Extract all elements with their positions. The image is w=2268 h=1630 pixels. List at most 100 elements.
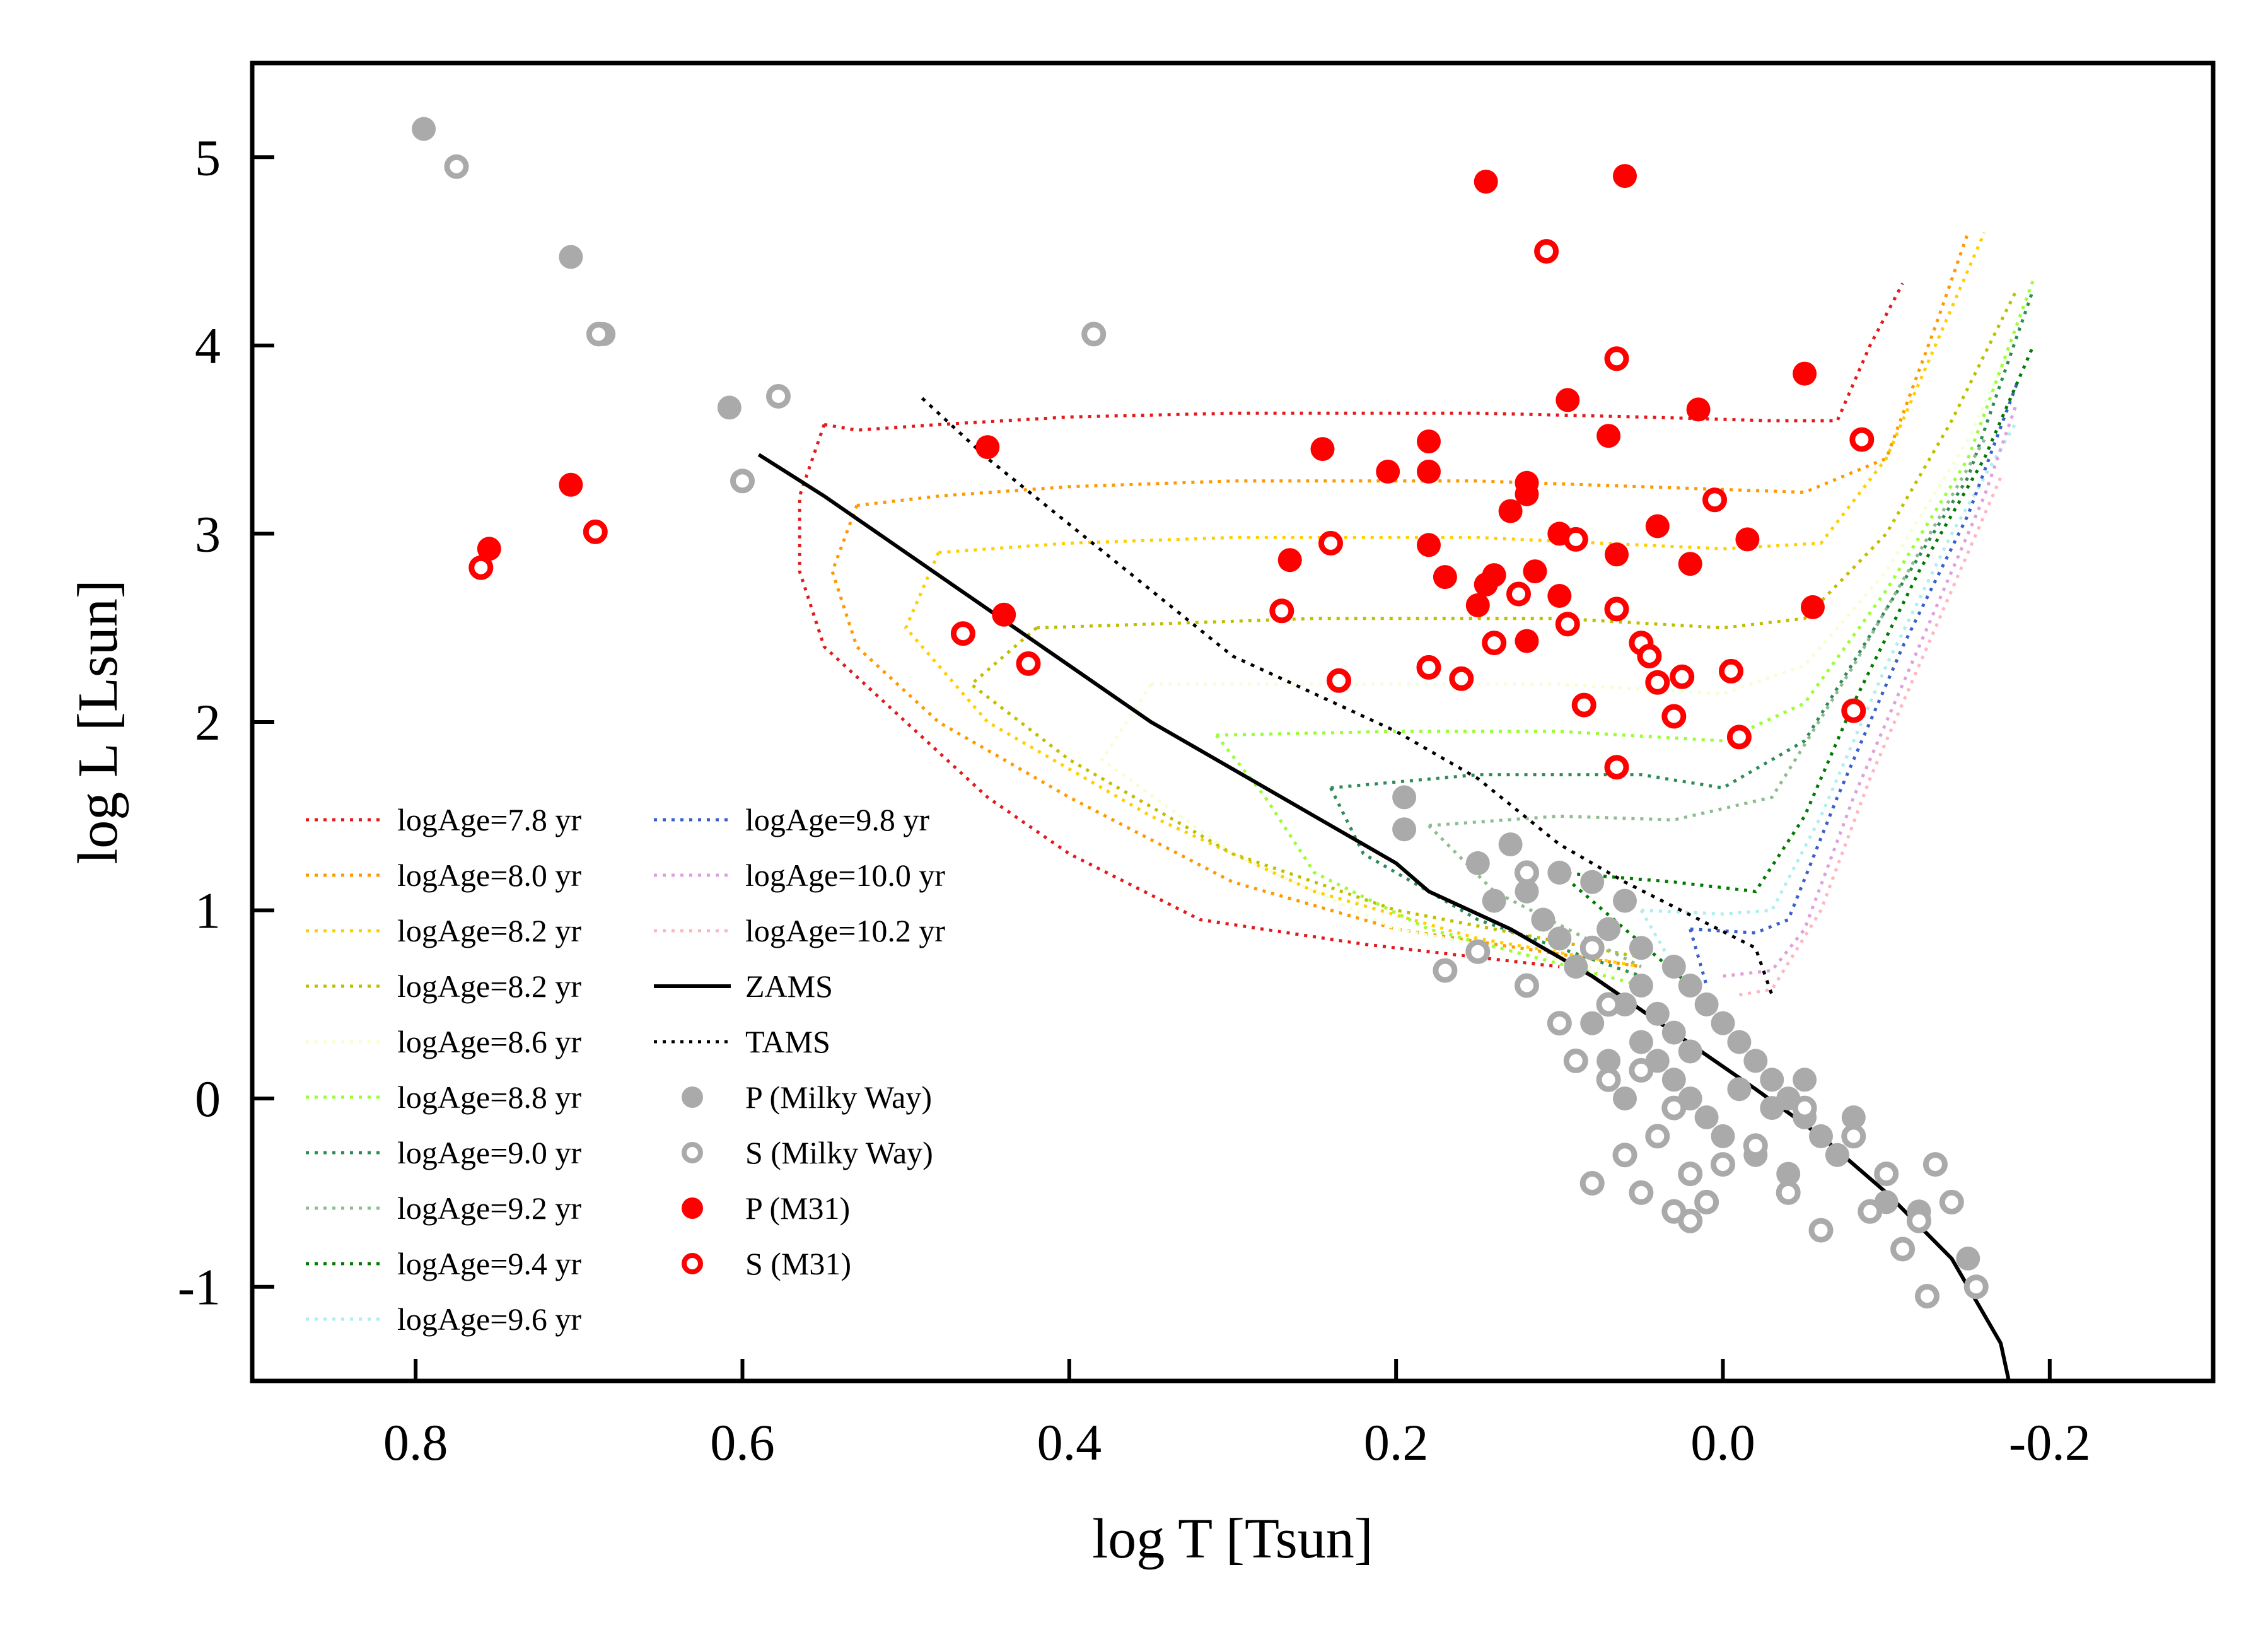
point-2-30 [1515, 629, 1539, 653]
point-0-19 [1760, 1068, 1784, 1092]
legend-entry-b8: S (M31) [682, 1246, 851, 1281]
point-2-19 [1547, 584, 1572, 608]
point-1-11 [1612, 1143, 1637, 1168]
point-0-28 [1711, 1124, 1735, 1148]
point-0-7 [1515, 879, 1539, 904]
legend-label: logAge=7.8 yr [397, 802, 581, 837]
point-2-28 [1793, 361, 1817, 386]
point-0-10 [1613, 888, 1637, 913]
isochrone-lower-2 [904, 552, 1642, 969]
point-0-34 [1727, 1077, 1752, 1102]
legend-label: logAge=10.0 yr [745, 858, 945, 893]
legend-entry-b6: S (Milky Way) [682, 1135, 933, 1170]
y-tick-label: 5 [195, 129, 221, 186]
point-0-40 [1580, 1011, 1605, 1035]
x-tick-label: 0.4 [1037, 1414, 1102, 1471]
point-0-51 [1531, 907, 1556, 932]
y-tick-label: 2 [195, 694, 221, 751]
point-2-18 [1523, 559, 1547, 584]
legend-swatch [682, 1197, 703, 1219]
point-1-35 [1792, 1095, 1817, 1121]
point-0-32 [1661, 1020, 1686, 1045]
point-0-12 [1629, 936, 1653, 960]
legend-entry-b2: logAge=10.2 yr [654, 913, 945, 948]
point-0-27 [1694, 1105, 1719, 1129]
point-1-34 [1661, 1095, 1687, 1121]
point-0-30 [1629, 974, 1653, 998]
point-3-2 [468, 555, 494, 580]
point-0-33 [1678, 1039, 1702, 1064]
point-1-32 [1596, 992, 1621, 1017]
point-2-7 [1376, 459, 1400, 484]
legend-label: logAge=9.0 yr [397, 1135, 581, 1170]
y-tick-label: 3 [195, 505, 221, 562]
x-tick-label: 0.0 [1690, 1414, 1755, 1471]
isochrone-line-4 [1151, 298, 2035, 696]
legend-entry-a6: logAge=9.0 yr [306, 1135, 581, 1170]
point-1-22 [1874, 1161, 1899, 1187]
point-1-29 [1858, 1199, 1883, 1224]
point-1-10 [1596, 1067, 1621, 1092]
legend-swatch [682, 1253, 703, 1274]
point-3-26 [1849, 427, 1875, 452]
point-3-24 [1702, 487, 1727, 513]
point-2-11 [1417, 533, 1441, 557]
point-1-33 [1629, 1057, 1654, 1083]
point-0-15 [1694, 992, 1719, 1016]
point-0-36 [1793, 1068, 1817, 1092]
point-2-2 [477, 537, 501, 561]
point-1-23 [1907, 1208, 1931, 1233]
point-3-19 [1637, 644, 1662, 668]
point-1-30 [1563, 1048, 1588, 1073]
point-0-0 [412, 117, 436, 141]
isochrone-lower-3 [968, 626, 1642, 959]
point-1-1 [586, 322, 611, 347]
point-1-24 [1922, 1152, 1948, 1177]
legend-label: logAge=8.0 yr [397, 858, 581, 893]
point-1-17 [1711, 1152, 1735, 1177]
point-3-4 [950, 621, 975, 646]
legend-entry-b4: TAMS [654, 1024, 830, 1059]
point-0-42 [1547, 926, 1572, 951]
point-2-24 [1645, 514, 1670, 538]
legend-label: logAge=8.2 yr [397, 969, 581, 1004]
point-3-21 [1661, 704, 1687, 729]
point-0-45 [1613, 1086, 1637, 1111]
legend-entry-a4: logAge=8.6 yr [306, 1024, 581, 1059]
point-3-8 [1327, 668, 1351, 693]
point-2-5 [992, 602, 1016, 627]
point-0-8 [1547, 860, 1572, 885]
point-1-9 [1579, 1171, 1605, 1196]
point-1-8 [1547, 1011, 1572, 1036]
legend-swatch [682, 1142, 703, 1163]
legend-label: P (M31) [745, 1190, 850, 1226]
point-2-10 [1277, 548, 1302, 573]
isochrone-line-9 [1641, 420, 2019, 916]
isochrone-line-7 [1428, 438, 1986, 827]
point-1-27 [1963, 1274, 1989, 1300]
x-axis-ticks: 0.8 0.6 0.4 0.2 0.0 -0.2 [383, 1359, 2091, 1471]
point-1-12 [1629, 1180, 1654, 1205]
point-2-31 [1465, 593, 1490, 617]
isochrone-line-5 [1216, 279, 2035, 743]
point-3-22 [1670, 664, 1695, 689]
point-2-12 [1433, 565, 1457, 590]
point-1-36 [1678, 1208, 1703, 1233]
point-0-39 [1596, 1049, 1621, 1073]
legend-entry-a0: logAge=7.8 yr [306, 802, 581, 837]
legend-label: S (Milky Way) [745, 1135, 933, 1170]
legend-entry-b0: logAge=9.8 yr [654, 802, 929, 837]
y-tick-label: 0 [195, 1070, 221, 1127]
y-tick-label: 4 [195, 317, 221, 375]
point-1-28 [1890, 1237, 1916, 1262]
point-2-6 [1310, 437, 1335, 462]
point-3-16 [1604, 597, 1629, 622]
x-tick-label: 0.2 [1364, 1414, 1429, 1471]
point-1-3 [766, 384, 791, 409]
y-tick-label: 1 [195, 882, 221, 940]
legend-label: logAge=8.2 yr [397, 913, 581, 948]
point-0-38 [1841, 1105, 1866, 1129]
isochrone-line-2 [938, 231, 1986, 554]
point-0-44 [1776, 1161, 1801, 1186]
